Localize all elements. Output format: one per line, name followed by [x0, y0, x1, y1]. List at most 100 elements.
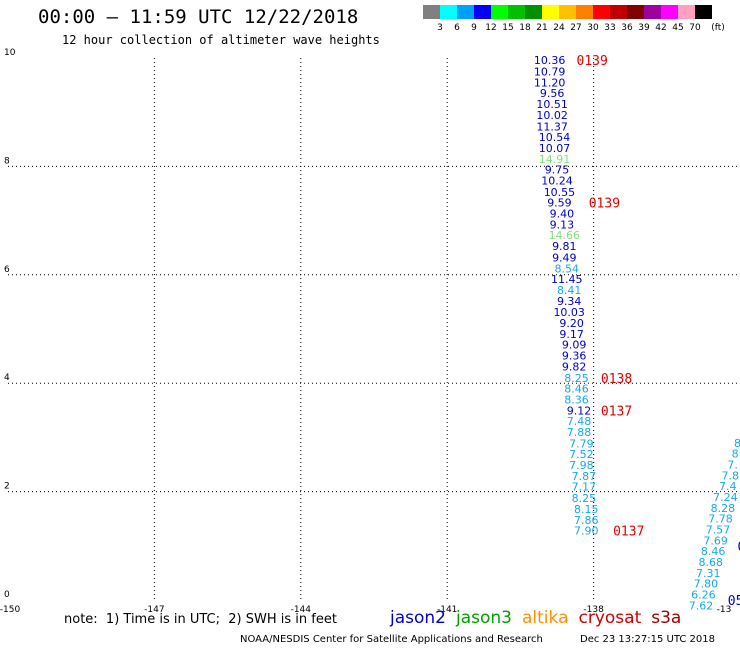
y-tick-label: 4: [4, 373, 10, 383]
color-scale-tick: 70: [689, 23, 701, 33]
wave-height-point: 7.87: [572, 470, 597, 483]
time-annotation: 0: [738, 540, 740, 555]
wave-height-point: 7.78: [708, 513, 733, 526]
color-swatch: [695, 5, 712, 19]
wave-height-point: 8.15: [574, 503, 599, 516]
wave-height-point: 9.82: [562, 360, 587, 373]
color-scale-tick: 15: [502, 23, 514, 33]
satellite-legend: jason2 jason3 altika cryosat s3a: [390, 608, 691, 628]
color-scale-tick: 33: [604, 23, 616, 33]
wave-height-point: 8.46: [564, 383, 589, 396]
wave-height-point: 9.17: [559, 328, 584, 341]
wave-height-point: 7.8: [721, 469, 739, 482]
chart-subtitle: 12 hour collection of altimeter wave hei…: [62, 33, 380, 47]
color-swatch: [610, 5, 627, 19]
color-swatch: [542, 5, 559, 19]
color-swatch: [457, 5, 474, 19]
y-tick-label: 0: [4, 590, 10, 600]
color-scale-tick: 21: [536, 23, 548, 33]
satellite-legend-item: cryosat: [578, 608, 642, 628]
wave-height-point: 10.51: [536, 98, 568, 111]
color-swatch: [661, 5, 678, 19]
wave-height-point: 14.66: [549, 229, 581, 242]
wave-height-point: 8: [732, 448, 739, 461]
wave-height-point: 9.75: [545, 164, 570, 177]
satellite-legend-item: jason3: [456, 608, 512, 628]
wave-height-point: 9.56: [540, 87, 565, 100]
color-swatch: [474, 5, 491, 19]
color-swatch: [508, 5, 525, 19]
wave-height-point: 9.13: [550, 218, 575, 231]
chart-title: 00:00 — 11:59 UTC 12/22/2018: [38, 6, 359, 28]
color-swatch: [559, 5, 576, 19]
color-swatch: [593, 5, 610, 19]
wave-height-point: 8.68: [698, 556, 723, 569]
color-scale-tick: 45: [672, 23, 684, 33]
color-swatch: [576, 5, 593, 19]
color-scale-tick: 42: [655, 23, 667, 33]
wave-height-point: 10.55: [544, 186, 576, 199]
satellite-legend-item: s3a: [651, 608, 682, 628]
wave-height-point: 6.26: [691, 589, 716, 602]
y-tick-label: 2: [4, 482, 10, 492]
wave-height-point: 7.: [727, 459, 738, 472]
wave-height-point: 7.98: [569, 459, 594, 472]
time-annotation: 0137: [601, 404, 632, 419]
color-scale-tick: 27: [570, 23, 582, 33]
wave-height-point: 7.80: [694, 578, 719, 591]
wave-height-point: 7.52: [569, 448, 594, 461]
footer-credit: NOAA/NESDIS Center for Satellite Applica…: [240, 634, 543, 645]
color-swatch: [491, 5, 508, 19]
wave-height-point: 14.91: [539, 153, 571, 166]
time-annotation: 053: [728, 594, 740, 609]
color-swatch: [525, 5, 542, 19]
wave-height-point: 11.45: [551, 273, 583, 286]
wave-height-point: 10.54: [539, 131, 571, 144]
wave-height-point: 9.49: [552, 251, 577, 264]
x-tick-label: -144: [291, 605, 312, 615]
wave-height-point: 7.31: [696, 567, 721, 580]
wave-height-point: 9.81: [552, 240, 577, 253]
wave-height-point: 7.90: [574, 525, 599, 538]
wave-height-point: 10.02: [536, 109, 568, 122]
wave-height-point: 8.25: [564, 372, 589, 385]
x-tick-label: -138: [583, 605, 604, 615]
footer-note: note: 1) Time is in UTC; 2) SWH is in fe…: [64, 612, 337, 627]
time-annotations: 0139 0139 0138 0137 0137 0 053: [577, 54, 740, 609]
y-tick-label: 8: [4, 156, 10, 166]
wave-height-point: 9.12: [567, 404, 592, 417]
wave-height-point: 7.79: [569, 437, 594, 450]
wave-height-point: 7.17: [572, 481, 597, 494]
x-tick-label: -13: [717, 605, 732, 615]
satellite-legend-item: altika: [522, 608, 569, 628]
wave-height-point: 10.24: [541, 174, 573, 187]
x-tick-label: -150: [0, 605, 20, 615]
color-scale-tick: 24: [553, 23, 565, 33]
wave-height-point: 8.25: [572, 492, 597, 505]
wave-height-labels: 10.3610.7911.209.5610.5110.0211.3710.541…: [534, 54, 740, 612]
wave-height-point: 7.86: [574, 514, 599, 527]
color-swatch: [678, 5, 695, 19]
color-scale-tick: 39: [638, 23, 650, 33]
y-tick-label: 10: [4, 48, 16, 58]
wave-height-point: 11.37: [536, 120, 568, 133]
wave-height-point: 7.4: [719, 480, 737, 493]
satellite-legend-item: jason2: [390, 608, 446, 628]
wave-height-point: 8.46: [701, 545, 726, 558]
time-annotation: 0137: [613, 525, 644, 540]
color-swatch: [423, 5, 440, 19]
wave-height-point: 8.41: [557, 284, 582, 297]
wave-height-point: 9.34: [557, 295, 582, 308]
wave-height-point: 7.88: [567, 426, 592, 439]
color-swatch: [644, 5, 661, 19]
wave-height-point: 7.57: [706, 524, 731, 537]
time-annotation: 0138: [601, 372, 632, 387]
wave-height-point: 10.03: [553, 306, 585, 319]
wave-height-point: 8: [734, 437, 740, 450]
time-annotation: 0139: [589, 197, 620, 212]
color-swatch: [627, 5, 644, 19]
wave-height-point: 9.20: [559, 317, 584, 330]
color-scale-tick: 30: [587, 23, 599, 33]
color-scale-tick: 3: [437, 23, 443, 33]
